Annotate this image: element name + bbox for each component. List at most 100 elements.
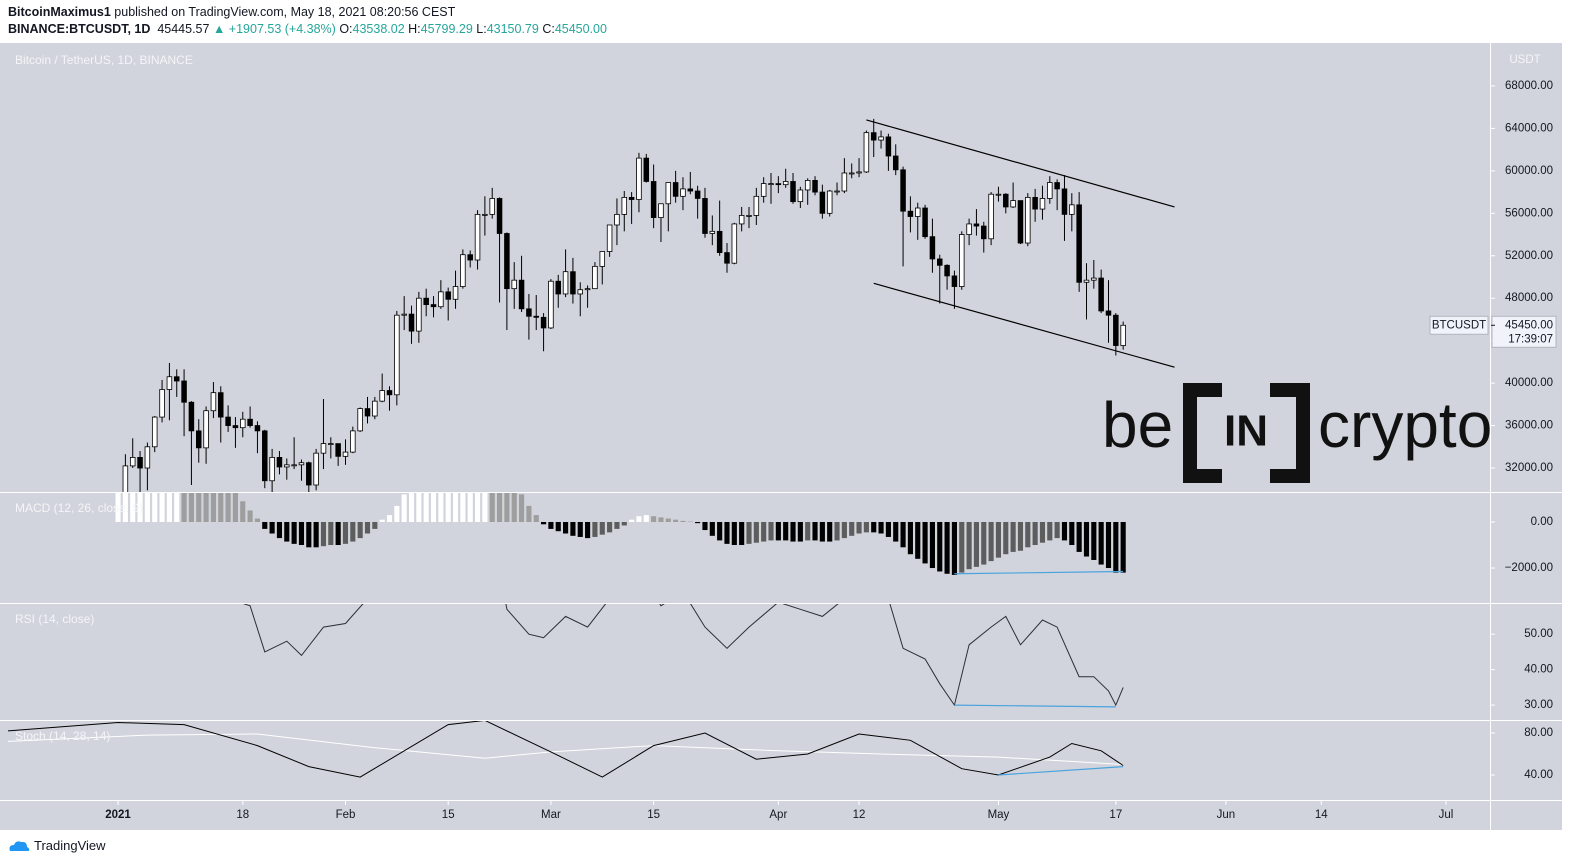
candle-body: [1113, 314, 1119, 346]
macd-bar: [474, 493, 481, 522]
last-price-box: [1491, 315, 1557, 348]
macd-bar: [856, 521, 862, 534]
macd-bar: [1069, 521, 1075, 546]
chart: Bitcoin / TetherUS, 1D, BINANCE USDT 32000…: [0, 43, 1562, 830]
footer-text: TradingView: [34, 838, 106, 853]
macd-bar: [680, 520, 686, 522]
candle-body: [372, 400, 378, 417]
candle-body: [1091, 277, 1097, 281]
macd-bar: [944, 521, 950, 574]
x-tick-label: Feb: [336, 809, 356, 821]
pane: [122, 118, 1175, 492]
candle-body: [438, 291, 444, 308]
macd-bar: [841, 521, 847, 539]
macd-bar: [665, 518, 671, 522]
macd-bar: [1098, 521, 1104, 565]
macd-bar: [548, 521, 554, 529]
candle-body: [900, 169, 906, 212]
macd-bar: [951, 521, 957, 575]
macd-bar: [988, 521, 994, 562]
open-label: O:: [339, 22, 353, 36]
author: BitcoinMaximus1: [8, 5, 111, 19]
candle-body: [173, 376, 180, 382]
publish-line: BitcoinMaximus1 published on TradingView…: [8, 4, 607, 21]
candle-body: [724, 252, 730, 264]
y-tick-label: 48000.00: [1505, 292, 1553, 304]
macd-bar: [276, 521, 283, 539]
macd-bar: [394, 505, 400, 522]
candle-body: [276, 457, 283, 468]
candle-body: [548, 280, 554, 329]
symbol-tag-label: BTCUSDT: [1432, 319, 1486, 331]
macd-bar: [452, 493, 459, 522]
candle-body: [460, 254, 466, 287]
macd-bar: [174, 493, 180, 522]
candle-body: [496, 198, 503, 234]
candle-body: [408, 313, 415, 332]
macd-bar: [1120, 521, 1126, 573]
candle-body: [401, 313, 407, 316]
candle-body: [1003, 193, 1009, 208]
candle-body: [716, 230, 723, 253]
candle-body: [790, 181, 796, 203]
pane-title: RSI (14, close): [15, 612, 94, 626]
macd-bar: [364, 521, 371, 534]
macd-bar: [900, 521, 906, 548]
candle-body: [848, 172, 855, 175]
macd-bar: [122, 493, 128, 522]
macd-bar: [702, 521, 708, 531]
x-tick-label: Apr: [769, 809, 787, 821]
macd-bar: [907, 521, 913, 555]
candle-body: [907, 210, 914, 217]
y-tick-label: 52000.00: [1505, 250, 1553, 262]
macd-bar: [592, 521, 598, 537]
macd-bar: [834, 521, 840, 541]
close-label: C:: [542, 22, 555, 36]
macd-bar: [973, 521, 980, 567]
candle-body: [423, 297, 429, 305]
candle-body: [137, 457, 143, 469]
candle-body: [151, 416, 158, 448]
candle-body: [702, 198, 708, 234]
candle-body: [621, 196, 628, 215]
candle-body: [379, 390, 385, 402]
candle-body: [753, 195, 760, 216]
candle-body: [680, 188, 686, 197]
y-tick-label: 32000.00: [1505, 462, 1553, 474]
macd-bar: [144, 493, 150, 522]
candle-body: [643, 157, 650, 182]
macd-bar: [130, 493, 136, 522]
logo: be IN crypto: [1102, 383, 1492, 483]
macd-bar: [137, 493, 143, 522]
candle-body: [892, 155, 899, 171]
candle-body: [350, 430, 356, 453]
macd-bar: [878, 521, 884, 534]
macd-bar: [607, 521, 613, 533]
candle-body: [951, 275, 958, 287]
pane-title: Stoch (14, 28, 14): [15, 729, 110, 743]
candle-body: [1039, 198, 1046, 210]
candle-body: [577, 289, 584, 295]
macd-bar: [438, 493, 444, 522]
logo-brackets: [1183, 383, 1310, 483]
macd-bar: [196, 493, 202, 522]
candle-body: [870, 132, 877, 141]
macd-bar: [555, 521, 561, 532]
macd-bar: [181, 493, 187, 522]
candle-body: [929, 236, 936, 260]
candle-body: [709, 230, 716, 234]
macd-bar: [775, 521, 781, 541]
candle-body: [694, 190, 701, 199]
y-tick-label: 36000.00: [1505, 420, 1553, 432]
macd-bar: [717, 521, 723, 541]
pane-title: Bitcoin / TetherUS, 1D, BINANCE: [15, 53, 193, 67]
candle-body: [320, 443, 327, 454]
candle-body: [738, 215, 745, 225]
macd-bar: [159, 493, 165, 522]
indicator-line: [242, 604, 1124, 707]
candle-body: [885, 136, 892, 157]
candle-body: [430, 304, 437, 308]
candle-body: [826, 190, 833, 214]
macd-bar: [504, 493, 510, 522]
candle-body: [166, 376, 173, 390]
